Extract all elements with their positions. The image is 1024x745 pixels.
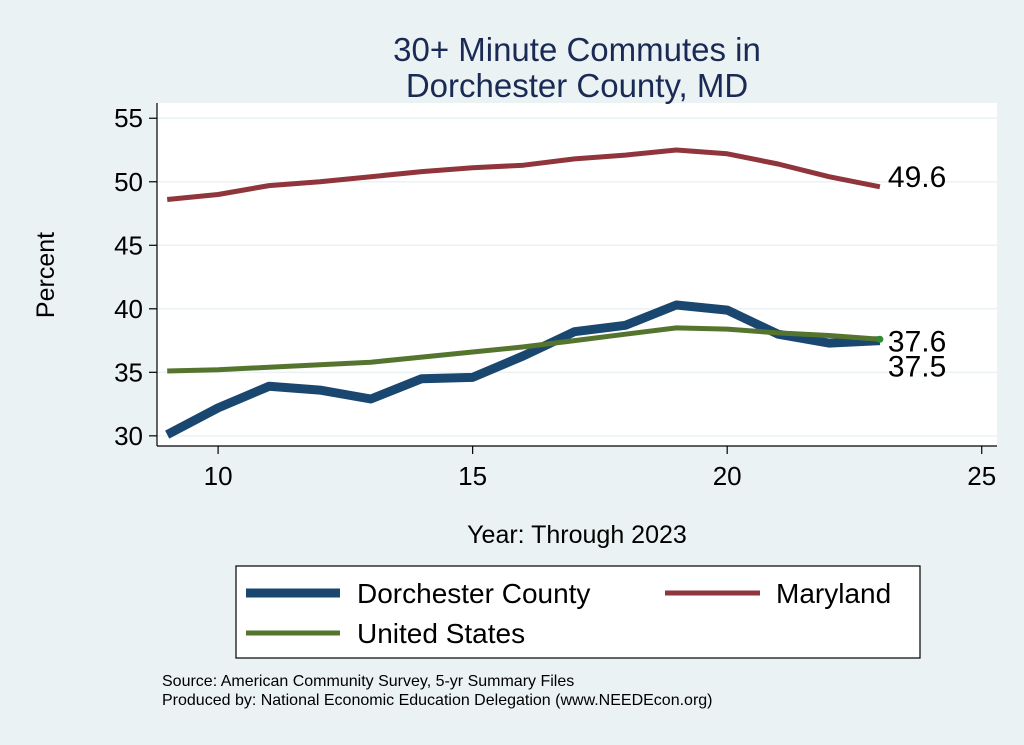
end-label-maryland: 49.6 [888,161,946,194]
x-tick-label-10: 10 [204,461,233,491]
y-tick-label-30: 30 [114,421,143,451]
x-axis-label: Year: Through 2023 [467,521,687,549]
axes [156,103,997,447]
y-tick-label-35: 35 [114,357,143,387]
end-labels: 37.5 49.6 37.6 [888,161,946,384]
chart-title-line-2: Dorchester County, MD [406,67,748,104]
legend: Dorchester County Maryland United States [235,565,921,659]
y-ticks: 30 35 40 45 50 55 [114,103,157,451]
legend-label-dorchester-county: Dorchester County [357,578,590,609]
end-label-dorchester-county: 37.5 [888,351,946,384]
series-lines [165,147,884,439]
x-tick-label-25: 25 [967,461,996,491]
series-line-maryland [166,147,881,202]
y-tick-label-55: 55 [114,103,143,133]
y-tick-label-40: 40 [114,294,143,324]
legend-label-united-states: United States [357,618,525,649]
x-tick-label-20: 20 [713,461,742,491]
y-tick-label-45: 45 [114,230,143,260]
series-end-marker-united-states [876,335,884,343]
x-ticks: 10 15 20 25 [204,446,996,491]
source-note: Source: American Community Survey, 5-yr … [162,673,575,690]
y-axis-label: Percent [32,232,60,318]
series-line-dorchester-county [165,300,881,439]
x-tick-label-15: 15 [458,461,487,491]
plot-area [157,103,997,446]
chart-title-line-1: 30+ Minute Commutes in [393,31,761,68]
legend-box [235,565,921,659]
produced-by-note: Produced by: National Economic Education… [162,692,713,709]
y-tick-label-50: 50 [114,167,143,197]
legend-label-maryland: Maryland [776,578,891,609]
end-label-united-states: 37.6 [888,325,946,358]
series-line-united-states [167,325,881,374]
